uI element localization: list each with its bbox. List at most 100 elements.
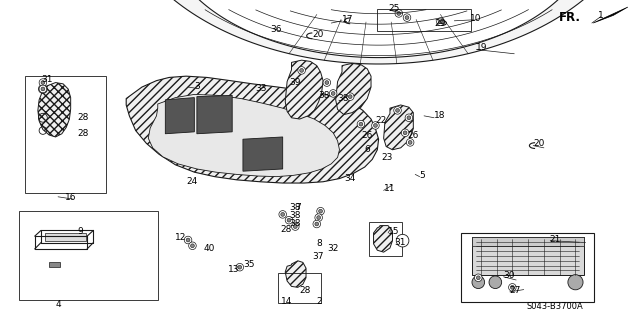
Text: 17: 17 xyxy=(342,15,353,24)
Text: 18: 18 xyxy=(434,111,445,120)
Circle shape xyxy=(319,209,322,213)
Text: 38: 38 xyxy=(289,203,300,212)
Circle shape xyxy=(394,107,401,114)
Text: 35: 35 xyxy=(243,260,254,269)
Circle shape xyxy=(292,223,299,230)
Text: 16: 16 xyxy=(65,193,76,202)
Text: 28: 28 xyxy=(281,225,292,234)
Text: 19: 19 xyxy=(476,43,488,52)
Text: 7: 7 xyxy=(295,203,301,212)
Circle shape xyxy=(403,131,407,135)
Circle shape xyxy=(331,92,335,95)
Text: 28: 28 xyxy=(77,113,88,122)
Bar xyxy=(461,233,594,302)
Text: 21: 21 xyxy=(549,235,560,244)
Circle shape xyxy=(287,218,291,222)
Text: 22: 22 xyxy=(375,116,387,125)
Polygon shape xyxy=(49,262,60,267)
Circle shape xyxy=(568,275,583,290)
Text: 12: 12 xyxy=(175,233,187,242)
Text: 26: 26 xyxy=(407,132,418,140)
Circle shape xyxy=(395,10,403,17)
Circle shape xyxy=(191,244,194,248)
Polygon shape xyxy=(197,95,232,134)
Circle shape xyxy=(300,68,304,72)
Circle shape xyxy=(359,122,363,126)
Circle shape xyxy=(475,274,482,282)
Text: 36: 36 xyxy=(270,25,281,34)
Polygon shape xyxy=(38,83,71,137)
Polygon shape xyxy=(285,261,306,287)
Text: 34: 34 xyxy=(344,174,355,183)
Text: 2: 2 xyxy=(317,297,322,306)
Text: 20: 20 xyxy=(533,139,545,148)
Circle shape xyxy=(489,276,502,289)
Circle shape xyxy=(281,212,285,216)
Bar xyxy=(472,237,584,246)
Text: 20: 20 xyxy=(312,30,324,39)
Text: 8: 8 xyxy=(317,239,322,248)
Circle shape xyxy=(313,220,321,228)
Text: 31: 31 xyxy=(41,75,52,84)
Circle shape xyxy=(346,93,354,100)
Circle shape xyxy=(186,238,190,242)
Text: 33: 33 xyxy=(256,84,267,93)
Text: 24: 24 xyxy=(186,177,198,186)
Polygon shape xyxy=(148,94,339,177)
Circle shape xyxy=(396,234,409,247)
Text: 32: 32 xyxy=(327,244,338,253)
Circle shape xyxy=(509,284,516,291)
Bar xyxy=(45,233,86,241)
Bar xyxy=(278,273,321,303)
Circle shape xyxy=(374,124,377,127)
Circle shape xyxy=(323,79,331,86)
Text: 5: 5 xyxy=(419,171,425,180)
Circle shape xyxy=(279,211,286,218)
Polygon shape xyxy=(285,60,323,119)
Bar xyxy=(472,237,584,275)
Text: 15: 15 xyxy=(388,227,399,236)
Text: 40: 40 xyxy=(203,244,215,253)
Circle shape xyxy=(315,222,319,226)
Circle shape xyxy=(407,116,411,120)
Text: 11: 11 xyxy=(384,184,395,193)
Text: 3: 3 xyxy=(194,82,200,91)
Text: 38: 38 xyxy=(319,91,330,100)
Circle shape xyxy=(476,276,480,280)
Circle shape xyxy=(317,207,324,215)
Circle shape xyxy=(238,265,242,269)
Circle shape xyxy=(41,87,45,91)
Text: 26: 26 xyxy=(361,132,372,140)
Circle shape xyxy=(41,81,45,84)
Text: 28: 28 xyxy=(300,286,311,295)
Circle shape xyxy=(405,16,409,20)
Circle shape xyxy=(189,242,196,250)
Polygon shape xyxy=(374,226,392,252)
Circle shape xyxy=(439,20,442,24)
Circle shape xyxy=(285,216,293,224)
Text: 38: 38 xyxy=(338,94,349,103)
Text: 37: 37 xyxy=(312,252,324,261)
Text: 9: 9 xyxy=(77,227,83,236)
Text: 25: 25 xyxy=(388,4,399,13)
Text: 39: 39 xyxy=(289,78,300,87)
Circle shape xyxy=(408,140,412,144)
Bar xyxy=(377,9,471,31)
Circle shape xyxy=(315,214,322,221)
Circle shape xyxy=(437,18,444,26)
Circle shape xyxy=(406,139,414,146)
Polygon shape xyxy=(593,7,628,23)
Text: 10: 10 xyxy=(470,14,481,23)
Polygon shape xyxy=(165,98,194,134)
Circle shape xyxy=(401,129,409,137)
Circle shape xyxy=(357,120,365,128)
Text: 30: 30 xyxy=(504,271,515,280)
Polygon shape xyxy=(116,0,631,64)
Bar xyxy=(19,211,158,300)
Bar xyxy=(25,76,106,193)
Circle shape xyxy=(325,81,329,84)
Circle shape xyxy=(39,85,47,93)
Text: 27: 27 xyxy=(510,286,521,295)
Circle shape xyxy=(329,90,337,97)
Circle shape xyxy=(236,263,244,271)
